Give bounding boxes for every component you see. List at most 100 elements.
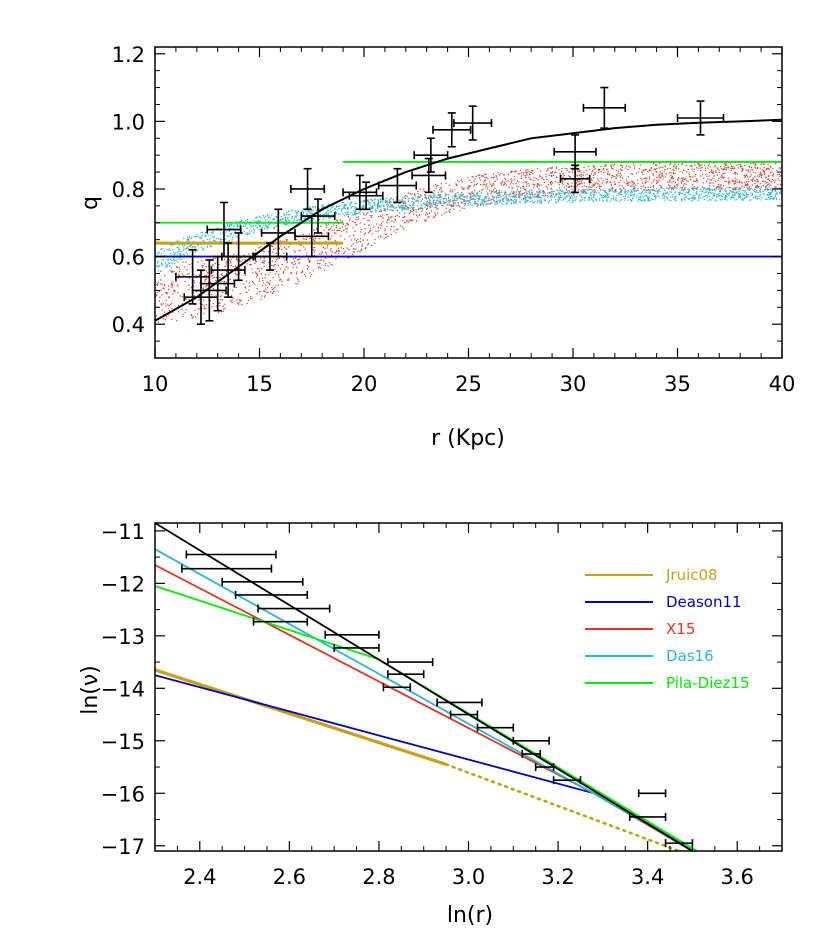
das16-cloud-dot (215, 228, 217, 230)
x15-cloud-dot (296, 277, 298, 279)
x15-cloud-dot (696, 167, 698, 169)
x15-cloud-dot (630, 185, 632, 187)
x15-cloud-dot (449, 211, 451, 213)
das16-cloud-dot (542, 191, 544, 193)
das16-cloud-dot (587, 189, 589, 191)
x15-cloud-dot (469, 179, 471, 181)
x15-cloud-dot (163, 285, 165, 287)
das16-cloud-dot (543, 198, 545, 200)
x15-cloud-dot (729, 186, 731, 188)
x15-cloud-dot (672, 178, 674, 180)
x15-cloud-dot (698, 165, 701, 167)
das16-cloud-dot (572, 201, 574, 203)
x15-cloud-dot (662, 178, 664, 180)
x15-cloud-dot (355, 248, 357, 250)
x15-cloud-dot (768, 189, 770, 191)
das16-cloud-dot (220, 240, 222, 242)
das16-cloud-dot (194, 236, 196, 238)
das16-cloud-dot (547, 196, 549, 198)
x15-cloud-dot (357, 238, 359, 240)
x15-cloud-dot (550, 182, 552, 184)
x15-cloud-dot (261, 268, 263, 270)
das16-cloud-dot (633, 194, 636, 196)
das16-cloud-dot (172, 262, 174, 264)
das16-cloud-dot (256, 223, 258, 225)
x15-cloud-dot (377, 230, 379, 232)
x15-cloud-dot (260, 246, 262, 248)
das16-cloud-dot (728, 194, 730, 196)
das16-cloud-dot (268, 223, 270, 225)
x15-cloud-dot (492, 190, 494, 193)
das16-cloud-dot (385, 200, 387, 202)
das16-cloud-dot (230, 233, 232, 235)
x15-cloud-dot (736, 164, 738, 166)
x15-cloud-dot (725, 167, 727, 169)
das16-cloud-dot (527, 191, 529, 193)
data-point (191, 259, 227, 322)
x15-cloud-dot (176, 284, 178, 286)
x15-cloud-dot (492, 177, 494, 179)
das16-cloud-dot (547, 192, 549, 194)
das16-cloud-dot (200, 237, 202, 240)
x15-cloud-dot (188, 299, 190, 301)
x15-cloud-dot (563, 175, 565, 177)
x15-cloud-dot (594, 172, 596, 174)
x15-cloud-dot (369, 215, 371, 217)
das16-cloud-dot (484, 200, 487, 202)
x15-cloud-dot (768, 178, 770, 180)
x15-cloud-dot (326, 232, 328, 234)
das16-cloud-dot (275, 225, 277, 228)
x15-cloud-dot (672, 180, 675, 182)
das16-cloud-dot (243, 231, 245, 233)
das16-cloud-dot (510, 192, 512, 194)
x15-cloud-dot (369, 230, 372, 232)
x15-cloud-dot (307, 259, 309, 261)
x15-cloud-dot (389, 206, 391, 208)
y-tick-label: −14 (101, 677, 145, 701)
x15-cloud-dot (213, 288, 215, 290)
das16-cloud-dot (404, 208, 406, 210)
x15-cloud-dot (165, 300, 167, 302)
das16-cloud-dot (169, 252, 172, 255)
das16-cloud-dot (376, 203, 379, 205)
x15-cloud-dot (314, 237, 316, 239)
x15-cloud-dot (335, 240, 337, 242)
das16-cloud-dot (586, 189, 588, 191)
x15-cloud-dot (528, 185, 530, 187)
density-error-bar (185, 550, 277, 559)
x15-cloud-dot (463, 188, 465, 190)
x15-cloud-dot (271, 292, 274, 295)
x15-cloud-dot (339, 228, 341, 230)
x15-cloud-dot (672, 176, 674, 178)
das16-cloud-dot (439, 203, 442, 205)
x15-cloud-dot (304, 273, 306, 275)
x15-cloud-dot (522, 197, 525, 200)
das16-cloud-dot (770, 192, 772, 194)
x15-cloud-dot (284, 269, 286, 271)
das16-cloud-dot (353, 210, 355, 212)
x15-cloud-dot (730, 169, 733, 171)
das16-cloud-dot (174, 262, 176, 264)
das16-cloud-dot (523, 192, 525, 194)
x15-cloud-dot (225, 261, 227, 263)
x15-cloud-dot (568, 171, 570, 173)
das16-cloud-dot (506, 202, 508, 204)
x15-cloud-dot (621, 166, 623, 168)
das16-cloud-dot (284, 219, 286, 221)
x15-cloud-dot (396, 214, 398, 216)
x15-cloud-dot (615, 176, 617, 178)
das16-cloud-dot (334, 208, 336, 210)
x15-cloud-dot (745, 174, 748, 177)
das16-cloud-dot (703, 198, 705, 201)
das16-cloud-dot (737, 191, 739, 193)
das16-cloud-dot (390, 197, 393, 199)
das16-cloud-dot (715, 188, 717, 190)
das16-cloud-dot (245, 227, 248, 229)
das16-cloud-dot (472, 199, 474, 201)
das16-cloud-dot (305, 207, 307, 209)
das16-cloud-dot (311, 213, 313, 215)
x15-cloud-dot (225, 263, 227, 265)
x15-cloud-dot (525, 175, 527, 177)
x15-cloud-dot (761, 176, 763, 178)
das16-cloud-dot (752, 189, 754, 191)
